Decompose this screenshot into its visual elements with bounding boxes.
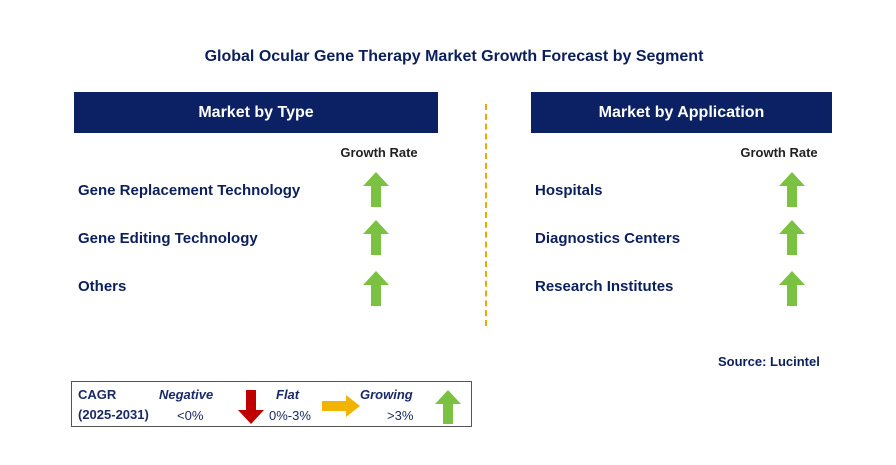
- legend-negative-label: Negative: [159, 387, 214, 402]
- application-row-label: Research Institutes: [535, 278, 674, 295]
- up-arrow-icon: [363, 220, 389, 255]
- up-arrow-icon: [779, 271, 805, 306]
- type-row-label: Others: [78, 278, 127, 295]
- legend-flat-label: Flat: [276, 387, 300, 402]
- up-arrow-icon: [363, 271, 389, 306]
- market-by-type-header: Market by Type: [74, 92, 438, 133]
- chart-title: Global Ocular Gene Therapy Market Growth…: [204, 48, 704, 65]
- type-row-label: Gene Editing Technology: [78, 230, 258, 247]
- application-row-label: Diagnostics Centers: [535, 230, 681, 247]
- legend-growing-label: Growing: [360, 387, 413, 402]
- legend-negative-range: <0%: [177, 408, 204, 423]
- market-by-application-header: Market by Application: [531, 92, 832, 133]
- legend-flat-range: 0%-3%: [269, 408, 311, 423]
- legend-growing-range: >3%: [387, 408, 414, 423]
- type-growth-rate-header: Growth Rate: [340, 145, 418, 160]
- right-arrow-icon: [322, 395, 360, 417]
- legend-period: (2025-2031): [78, 407, 149, 422]
- up-arrow-icon: [779, 220, 805, 255]
- panel-divider: [485, 104, 487, 326]
- up-arrow-icon: [435, 390, 461, 424]
- up-arrow-icon: [779, 172, 805, 207]
- source-note: Source: Lucintel: [718, 354, 820, 369]
- type-row-label: Gene Replacement Technology: [78, 182, 301, 199]
- up-arrow-icon: [363, 172, 389, 207]
- application-growth-rate-header: Growth Rate: [740, 145, 818, 160]
- application-row-label: Hospitals: [535, 182, 603, 199]
- down-arrow-icon: [238, 390, 264, 424]
- legend-cagr-label: CAGR: [78, 387, 117, 402]
- cagr-legend: CAGR (2025-2031) Negative <0% Flat 0%-3%…: [71, 381, 472, 427]
